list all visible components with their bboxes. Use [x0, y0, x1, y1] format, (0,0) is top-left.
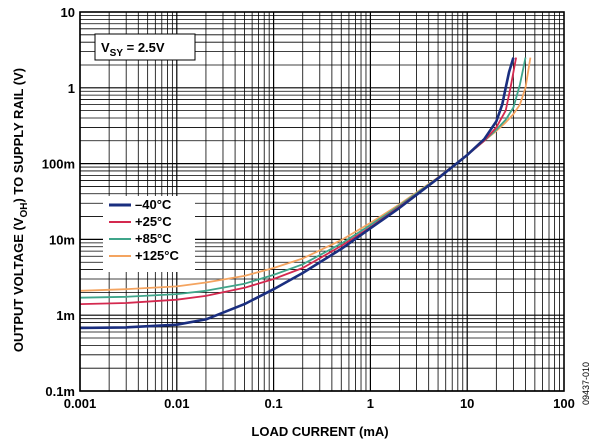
- plot-series: [79, 57, 532, 330]
- x-tick-label: 100: [553, 396, 575, 411]
- y-tick-labels: 0.1m 1m 10m 100m 1 10: [42, 5, 75, 399]
- series-line: [79, 57, 515, 330]
- y-tick-label: 10: [61, 5, 75, 20]
- legend-label: +125°C: [135, 248, 179, 263]
- supply-voltage-annotation: VSY = 2.5V: [94, 33, 196, 61]
- annotation-prefix: V: [101, 40, 110, 55]
- plot-frame: [79, 11, 565, 392]
- y-tick-label: 10m: [49, 232, 75, 247]
- series-line: [79, 57, 527, 299]
- y-axis-title-prefix: OUTPUT VOLTAGE (V: [11, 217, 26, 352]
- y-axis-title: OUTPUT VOLTAGE (VOH) TO SUPPLY RAIL (V): [11, 68, 30, 352]
- y-tick-label: 0.1m: [45, 384, 75, 399]
- y-tick-label: 100m: [42, 157, 75, 172]
- y-tick-label: 1m: [56, 308, 75, 323]
- x-axis-title: LOAD CURRENT (mA): [251, 424, 388, 439]
- y-axis-title-suffix: ) TO SUPPLY RAIL (V): [11, 68, 26, 203]
- annotation-suffix: = 2.5V: [123, 40, 165, 55]
- x-tick-label: 1: [367, 396, 374, 411]
- legend-label: –40°C: [135, 197, 172, 212]
- x-tick-label: 0.001: [64, 396, 97, 411]
- legend-label: +85°C: [135, 231, 172, 246]
- x-tick-labels: 0.001 0.01 0.1 1 10 100: [64, 396, 575, 411]
- y-tick-label: 1: [68, 81, 75, 96]
- x-tick-label: 0.1: [265, 396, 283, 411]
- legend: –40°C +25°C +85°C +125°C: [103, 196, 195, 272]
- annotation-subscript: SY: [110, 48, 124, 59]
- legend-label: +25°C: [135, 214, 172, 229]
- x-tick-label: 10: [460, 396, 474, 411]
- y-axis-title-subscript: OH: [19, 203, 30, 218]
- figure-id: 09437-010: [581, 362, 591, 405]
- x-tick-label: 0.01: [164, 396, 189, 411]
- svg-text:VSY = 2.5V: VSY = 2.5V: [101, 40, 165, 59]
